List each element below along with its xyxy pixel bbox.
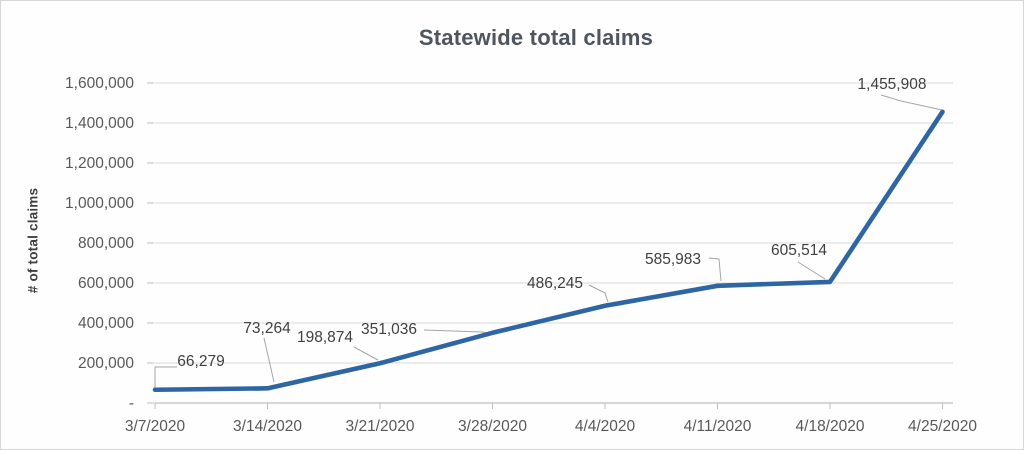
label-leader-line xyxy=(423,329,491,334)
series-line-statewide-total-claims xyxy=(152,109,945,393)
y-tick-label: 200,000 xyxy=(78,355,134,372)
label-leader-line xyxy=(263,337,275,383)
data-label: 1,455,908 xyxy=(858,76,927,93)
x-tick-label: 4/4/2020 xyxy=(575,418,636,435)
y-tick-label: 1,000,000 xyxy=(65,195,134,212)
x-tick-label: 3/14/2020 xyxy=(233,418,302,435)
x-tick-label: 3/28/2020 xyxy=(458,418,527,435)
x-tick-label: 4/11/2020 xyxy=(684,418,752,435)
data-label: 66,279 xyxy=(177,353,224,370)
chart-title: Statewide total claims xyxy=(418,25,654,50)
y-tick-label: 1,200,000 xyxy=(65,155,134,172)
label-leader-line xyxy=(880,94,943,111)
y-tick-label: 1,600,000 xyxy=(65,75,134,92)
data-label: 73,264 xyxy=(243,320,291,337)
x-tick-label: 4/18/2020 xyxy=(796,418,865,435)
data-label: 605,514 xyxy=(771,242,827,259)
x-tick-label: 3/21/2020 xyxy=(346,418,415,435)
label-leader-line xyxy=(708,257,722,282)
x-tick-label: 4/25/2020 xyxy=(908,418,977,435)
y-tick-label: 600,000 xyxy=(78,275,134,292)
y-tick-label: 1,400,000 xyxy=(65,115,134,132)
data-label: 198,874 xyxy=(297,329,353,346)
data-label: 486,245 xyxy=(527,275,583,292)
label-leader-line xyxy=(588,284,609,303)
y-tick-label: 400,000 xyxy=(78,315,134,332)
y-tick-label: 800,000 xyxy=(78,235,134,252)
data-label: 351,036 xyxy=(361,321,417,338)
label-leader-line xyxy=(353,346,379,361)
label-leader-line xyxy=(797,261,826,280)
y-tick-label: - xyxy=(129,395,134,412)
x-tick-label: 3/7/2020 xyxy=(125,418,186,435)
label-leader-line xyxy=(154,366,177,388)
data-label: 585,983 xyxy=(645,251,701,268)
